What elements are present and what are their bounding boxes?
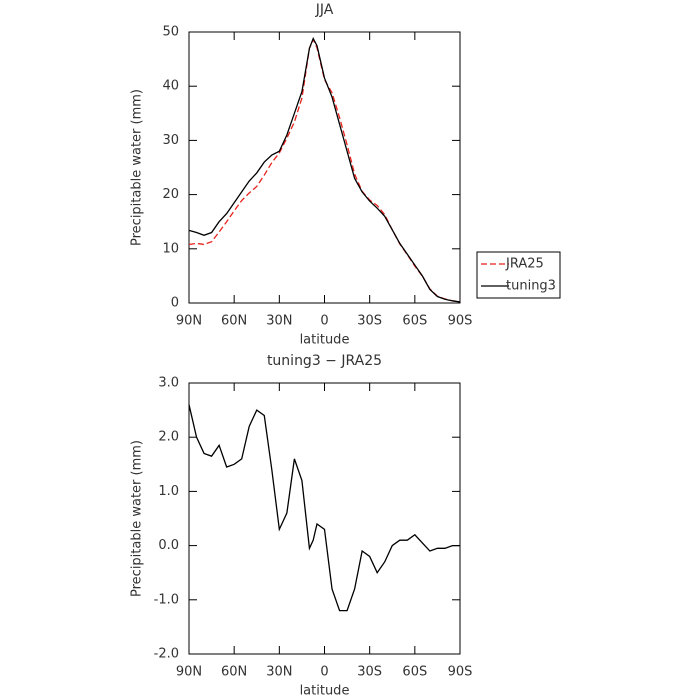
y-tick-label: 20 <box>162 187 179 202</box>
y-tick-label: 10 <box>162 241 179 256</box>
y-tick-label: 0 <box>171 296 179 311</box>
y-tick-label: 30 <box>162 133 179 148</box>
legend-box <box>476 251 561 299</box>
data-line <box>188 404 460 612</box>
x-tick-label: 90S <box>448 314 473 329</box>
x-tick-label: 90N <box>176 665 202 680</box>
x-tick-label: 30S <box>357 314 382 329</box>
x-axis-label: latitude <box>300 684 350 699</box>
x-tick-label: 0 <box>320 665 328 680</box>
x-tick-label: 30N <box>266 665 292 680</box>
y-tick-label: -2.0 <box>154 647 179 662</box>
x-tick-label: 60N <box>221 665 247 680</box>
y-tick-label: 3.0 <box>158 376 179 391</box>
y-tick-label: 50 <box>162 25 179 40</box>
x-tick-label: 60N <box>221 314 247 329</box>
x-tick-label: 30N <box>266 314 292 329</box>
x-tick-label: 0 <box>320 314 328 329</box>
plot-frame <box>188 382 461 655</box>
y-tick-label: 40 <box>162 79 179 94</box>
x-tick-label: 60S <box>402 314 427 329</box>
x-tick-label: 90S <box>448 665 473 680</box>
plot-frame <box>188 31 461 304</box>
x-tick-label: 60S <box>402 665 427 680</box>
chart-title: JJA <box>315 2 334 18</box>
y-tick-label: 0.0 <box>158 538 179 553</box>
legend-label: tuning3 <box>506 279 556 294</box>
data-line <box>188 36 461 303</box>
legend-label: JRA25 <box>505 257 544 272</box>
y-axis-label: Precipitable water (mm) <box>130 89 145 246</box>
y-tick-label: -1.0 <box>154 592 179 607</box>
y-tick-label: 2.0 <box>158 430 179 445</box>
x-tick-label: 30S <box>357 665 382 680</box>
y-axis-label: Precipitable water (mm) <box>130 440 145 597</box>
y-tick-label: 1.0 <box>158 484 179 499</box>
x-axis-label: latitude <box>300 333 350 348</box>
chart-title: tuning3 − JRA25 <box>267 353 382 369</box>
x-tick-label: 90N <box>176 314 202 329</box>
